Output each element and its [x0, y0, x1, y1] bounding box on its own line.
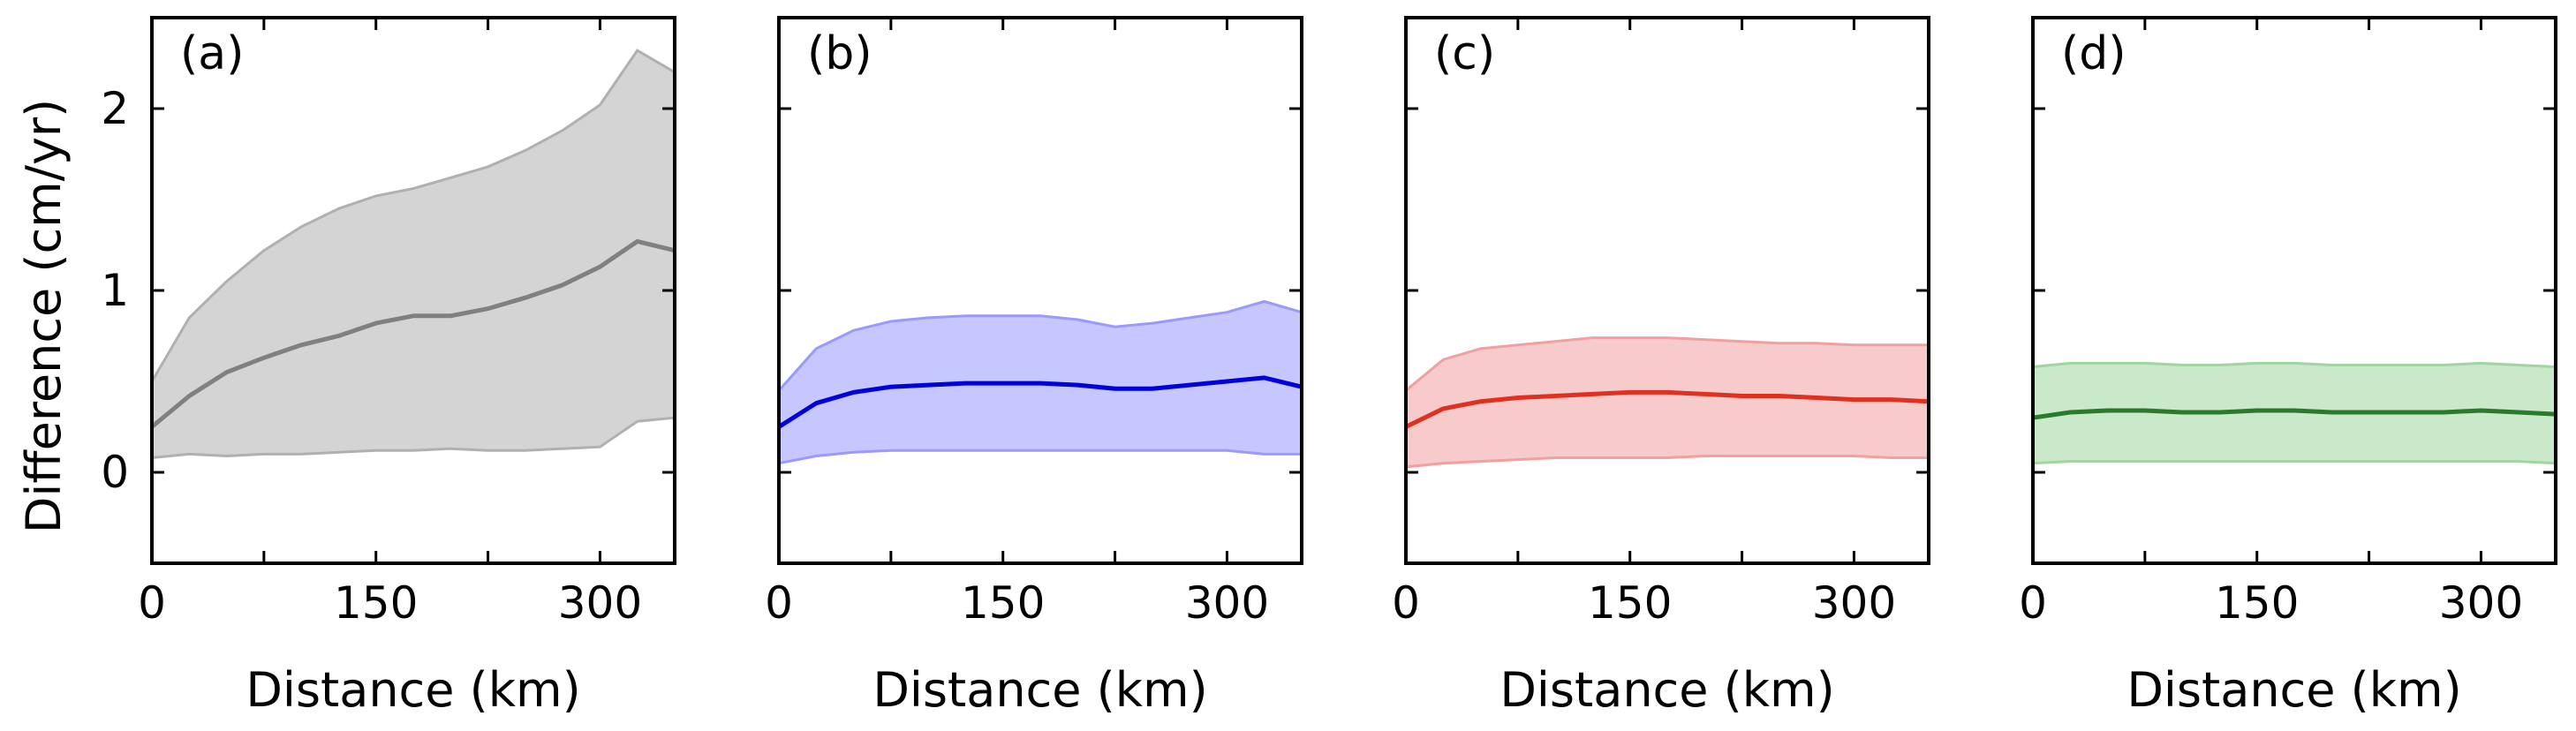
y-axis-label: Difference (cm/yr)	[16, 99, 72, 533]
x-axis-label: Distance (km)	[2127, 662, 2461, 718]
x-tick-label: 150	[334, 577, 418, 629]
x-tick-label: 150	[1588, 577, 1672, 629]
x-tick-label: 0	[2019, 577, 2047, 629]
mean-line	[150, 238, 676, 429]
x-tick-label: 300	[1185, 577, 1269, 629]
y-tick-label: 1	[101, 265, 129, 316]
panel-d: 0 150 300 (d) Distance (km)	[2019, 16, 2557, 718]
plot-frame	[2031, 16, 2557, 565]
y-tick-label: 0	[101, 447, 129, 498]
x-tick-label: 0	[1392, 577, 1420, 629]
x-tick-label: 300	[2439, 577, 2523, 629]
y-tick-label: 2	[101, 83, 129, 134]
x-tick-label: 0	[765, 577, 793, 629]
panel-a: 0 150 300 0 1 2 (a) Distance (km)	[101, 16, 676, 718]
uncertainty-band	[150, 49, 676, 460]
mean-line	[1404, 389, 1930, 429]
panel-label: (c)	[1434, 27, 1495, 80]
mean-line	[777, 375, 1303, 429]
panel-c: 0 150 300 (c) Distance (km)	[1392, 16, 1930, 718]
x-axis-label: Distance (km)	[873, 662, 1207, 718]
panel-label: (d)	[2061, 27, 2127, 80]
plot-frame	[777, 16, 1303, 565]
x-tick-label: 0	[138, 577, 166, 629]
x-tick-label: 300	[1812, 577, 1896, 629]
panels: 0 150 300 0 1 2 (a) Distance (km) 0 150 300 (b) Dist…	[101, 16, 2557, 718]
panel-label: (a)	[180, 27, 244, 80]
x-tick-label: 150	[961, 577, 1045, 629]
x-axis-label: Distance (km)	[1500, 662, 1834, 718]
x-tick-label: 300	[558, 577, 642, 629]
x-axis-label: Distance (km)	[246, 662, 580, 718]
x-tick-label: 150	[2215, 577, 2299, 629]
panel-b: 0 150 300 (b) Distance (km)	[765, 16, 1303, 718]
mean-line	[2032, 408, 2557, 420]
panel-label: (b)	[807, 27, 873, 80]
uncertainty-band	[2031, 361, 2557, 465]
plot-frame	[1404, 16, 1930, 565]
